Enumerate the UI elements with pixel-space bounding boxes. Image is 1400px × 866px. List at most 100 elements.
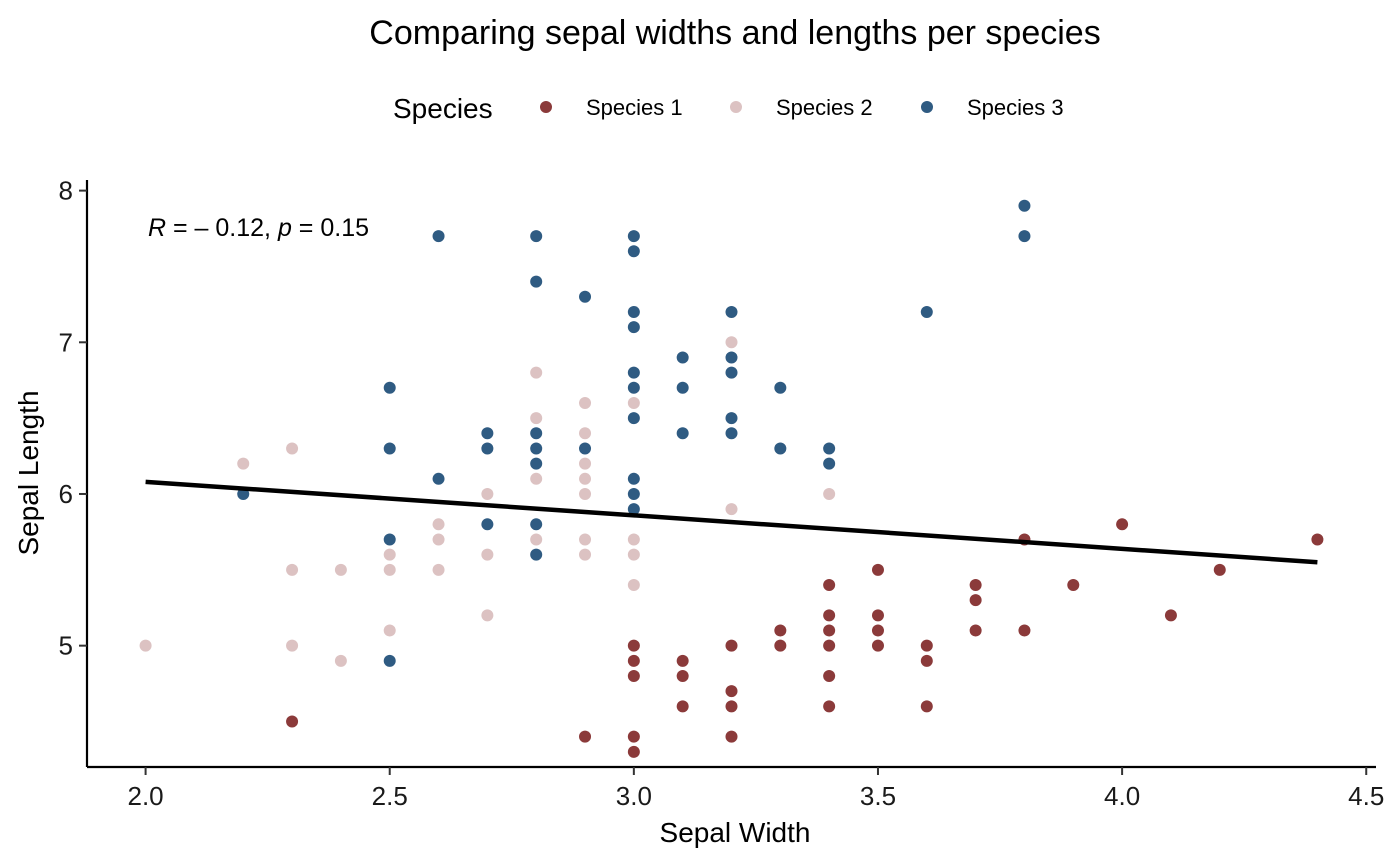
- data-point-series-2-11: [432, 518, 445, 531]
- x-tick-label-1: 2.0: [128, 781, 164, 811]
- data-point-series-3-34: [725, 351, 738, 364]
- x-tick-label-2: 2.5: [372, 781, 408, 811]
- data-point-series-1-24: [871, 609, 884, 622]
- data-point-series-1-9: [676, 669, 689, 682]
- data-point-series-1-10: [676, 700, 689, 713]
- data-point-series-2-23: [579, 457, 592, 470]
- data-point-series-3-29: [627, 503, 640, 516]
- data-point-series-3-20: [627, 230, 640, 243]
- data-point-series-2-24: [579, 472, 592, 485]
- y-tick-label-2: 6: [59, 479, 73, 509]
- x-tick-label-3: 3.0: [616, 781, 652, 811]
- data-point-series-3-22: [627, 305, 640, 318]
- data-point-series-3-15: [530, 457, 543, 470]
- data-point-series-1-34: [1018, 624, 1031, 637]
- legend-item-series-3: Species 3: [921, 95, 1064, 120]
- data-point-series-3-33: [725, 305, 738, 318]
- data-point-series-1-30: [969, 578, 982, 591]
- data-point-series-1-6: [627, 730, 640, 743]
- data-point-series-2-30: [627, 548, 640, 561]
- data-point-series-1-4: [627, 654, 640, 667]
- data-point-series-2-12: [432, 533, 445, 546]
- data-point-series-3-23: [627, 321, 640, 334]
- data-point-series-3-5: [383, 654, 396, 667]
- data-point-series-3-2: [383, 381, 396, 394]
- data-point-series-2-29: [627, 533, 640, 546]
- correlation-r-value: = – 0.12,: [166, 214, 278, 242]
- data-point-series-3-10: [481, 518, 494, 531]
- axes: 2.0 2.5 3.0 3.5 4.0 4.5 5 6 7 8: [59, 176, 1385, 811]
- data-point-series-3-39: [774, 442, 787, 455]
- x-tick-label-6: 4.5: [1348, 781, 1384, 811]
- data-point-series-1-26: [871, 639, 884, 652]
- data-point-series-1-28: [920, 654, 933, 667]
- data-point-series-1-23: [871, 563, 884, 576]
- x-axis-title: Sepal Width: [660, 817, 811, 848]
- data-point-series-2-16: [481, 609, 494, 622]
- data-point-series-2-17: [530, 366, 543, 379]
- data-point-series-2-10: [383, 624, 396, 637]
- data-point-series-2-32: [725, 336, 738, 349]
- data-point-series-3-13: [530, 427, 543, 440]
- data-point-series-1-13: [725, 700, 738, 713]
- data-point-series-1-11: [725, 639, 738, 652]
- legend-item-series-2: Species 2: [730, 95, 873, 120]
- legend-swatch-series-1: [540, 101, 552, 113]
- data-point-series-3-8: [481, 427, 494, 440]
- data-point-series-3-28: [627, 487, 640, 500]
- data-point-series-3-14: [530, 442, 543, 455]
- data-point-series-1-2: [579, 730, 592, 743]
- data-point-series-3-30: [676, 351, 689, 364]
- data-point-series-2-9: [383, 563, 396, 576]
- data-point-series-3-42: [920, 305, 933, 318]
- data-point-series-2-4: [286, 563, 299, 576]
- data-point-series-1-15: [774, 624, 787, 637]
- data-point-series-2-7: [334, 654, 347, 667]
- data-point-series-3-9: [481, 442, 494, 455]
- data-point-series-2-8: [383, 548, 396, 561]
- data-point-series-2-21: [579, 396, 592, 409]
- data-point-series-1-5: [627, 669, 640, 682]
- data-point-series-1-3: [627, 639, 640, 652]
- legend-swatch-series-2: [730, 101, 742, 113]
- data-point-series-2-33: [725, 503, 738, 516]
- data-point-series-1-29: [920, 700, 933, 713]
- data-point-series-1-38: [1213, 563, 1226, 576]
- data-point-series-3-7: [432, 472, 445, 485]
- data-point-series-3-6: [432, 230, 445, 243]
- data-point-series-3-24: [627, 366, 640, 379]
- trend-line: [145, 479, 1318, 565]
- data-point-series-1-14: [725, 730, 738, 743]
- data-point-series-1-16: [774, 639, 787, 652]
- data-point-series-2-13: [432, 563, 445, 576]
- data-point-series-2-6: [334, 563, 347, 576]
- data-point-series-1-21: [823, 669, 836, 682]
- legend-item-series-1: Species 1: [540, 95, 683, 120]
- data-point-series-3-21: [627, 245, 640, 258]
- data-point-series-2-26: [579, 533, 592, 546]
- data-point-series-2-27: [579, 548, 592, 561]
- data-point-series-1-37: [1164, 609, 1177, 622]
- data-point-series-3-16: [530, 518, 543, 531]
- plot-panel: R = – 0.12, p = 0.15: [139, 199, 1324, 758]
- data-point-series-3-32: [676, 427, 689, 440]
- data-point-series-2-14: [481, 487, 494, 500]
- data-point-series-2-1: [139, 639, 152, 652]
- data-point-series-1-8: [676, 654, 689, 667]
- data-point-series-2-3: [286, 442, 299, 455]
- data-point-series-3-19: [579, 442, 592, 455]
- data-point-series-1-1: [286, 715, 299, 728]
- legend-swatch-series-3: [921, 101, 933, 113]
- data-point-series-2-15: [481, 548, 494, 561]
- data-point-series-2-2: [237, 457, 250, 470]
- data-point-series-2-31: [627, 578, 640, 591]
- data-point-series-2-22: [579, 427, 592, 440]
- chart-title: Comparing sepal widths and lengths per s…: [369, 14, 1100, 52]
- data-point-series-3-37: [725, 427, 738, 440]
- x-tick-label-5: 4.0: [1104, 781, 1140, 811]
- legend-label-series-2: Species 2: [776, 95, 873, 120]
- data-point-series-1-7: [627, 745, 640, 758]
- data-point-series-2-5: [286, 639, 299, 652]
- data-point-series-1-31: [969, 594, 982, 607]
